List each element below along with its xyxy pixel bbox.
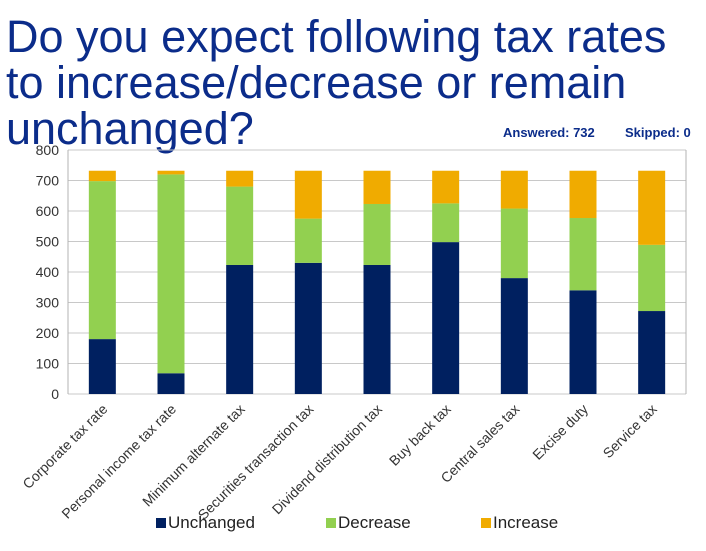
answered-count: Answered: 732: [503, 125, 595, 140]
bar-increase[interactable]: [157, 170, 185, 175]
bar-unchanged[interactable]: [88, 339, 116, 394]
skipped-count: Skipped: 0: [625, 125, 691, 140]
bar-decrease[interactable]: [88, 181, 116, 340]
bar-increase[interactable]: [638, 170, 666, 245]
y-tick-label: 800: [36, 142, 60, 158]
legend-swatch: [481, 518, 491, 528]
legend-label: Decrease: [338, 513, 411, 532]
bar-increase[interactable]: [88, 170, 116, 182]
y-tick-label: 100: [36, 356, 60, 372]
bar-increase[interactable]: [226, 170, 254, 187]
x-tick-label: Buy back tax: [386, 401, 454, 469]
x-tick-label: Dividend distribution tax: [269, 401, 385, 517]
x-tick-label: Personal income tax rate: [58, 401, 179, 522]
bar-decrease[interactable]: [500, 208, 528, 279]
bar-decrease[interactable]: [226, 186, 254, 265]
bar-decrease[interactable]: [157, 174, 185, 374]
legend-swatch: [326, 518, 336, 528]
legend-label: Increase: [493, 513, 558, 532]
bar-decrease[interactable]: [294, 218, 322, 263]
y-tick-label: 500: [36, 234, 60, 250]
x-tick-label: Excise duty: [529, 401, 591, 463]
bar-unchanged[interactable]: [638, 311, 666, 394]
bar-increase[interactable]: [294, 170, 322, 219]
x-tick-label: Service tax: [600, 401, 660, 461]
bar-increase[interactable]: [569, 170, 597, 219]
bar-increase[interactable]: [500, 170, 528, 209]
bar-unchanged[interactable]: [157, 373, 185, 394]
x-tick-label: Securities transaction tax: [195, 401, 317, 523]
bar-unchanged[interactable]: [500, 278, 528, 394]
bar-increase[interactable]: [432, 170, 460, 204]
y-tick-label: 200: [36, 325, 60, 341]
legend-label: Unchanged: [168, 513, 255, 532]
bar-decrease[interactable]: [363, 203, 391, 265]
bar-increase[interactable]: [363, 170, 391, 204]
chart-title: Do you expect following tax rates to inc…: [6, 11, 667, 154]
y-tick-label: 600: [36, 203, 60, 219]
bar-decrease[interactable]: [638, 244, 666, 312]
bar-unchanged[interactable]: [432, 242, 460, 394]
bar-decrease[interactable]: [432, 203, 460, 243]
y-tick-label: 700: [36, 173, 60, 189]
y-tick-label: 400: [36, 264, 60, 280]
bar-decrease[interactable]: [569, 218, 597, 291]
y-tick-label: 0: [51, 386, 59, 402]
bar-unchanged[interactable]: [294, 262, 322, 394]
y-tick-label: 300: [36, 295, 60, 311]
bar-unchanged[interactable]: [226, 264, 254, 394]
legend-swatch: [156, 518, 166, 528]
bar-unchanged[interactable]: [363, 264, 391, 394]
bar-unchanged[interactable]: [569, 290, 597, 394]
